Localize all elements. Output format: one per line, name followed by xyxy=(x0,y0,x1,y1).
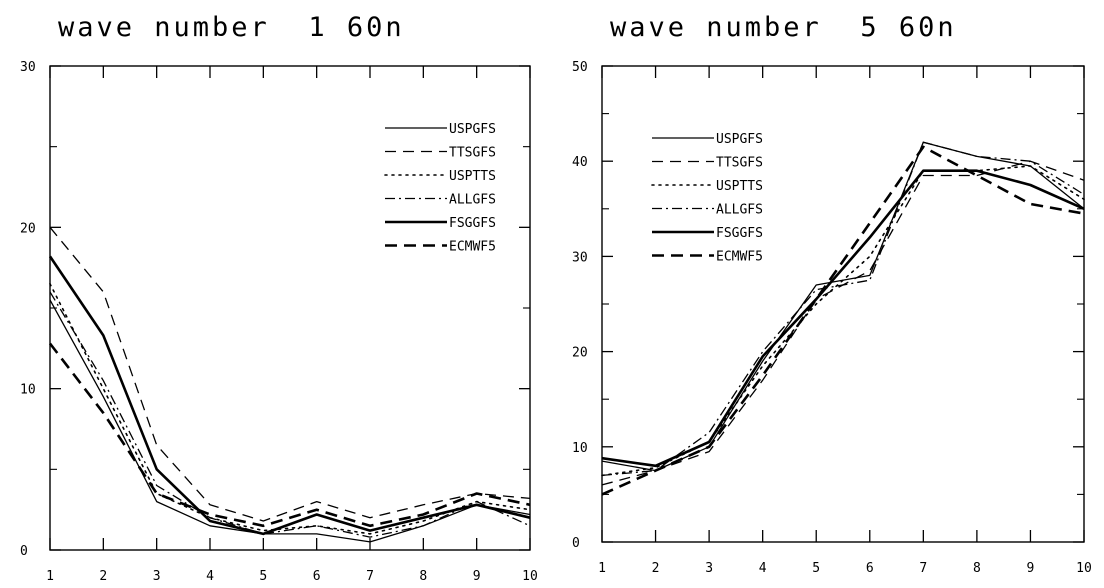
y-tick-label: 10 xyxy=(572,441,588,456)
chart-right: 1 2 3 4 5 6 7 8 9 10 0 10 20 30 40 50 USPGFS TTSGFS USPTTS… xyxy=(572,60,1092,576)
legend-label-uspgfs: USPGFS xyxy=(716,132,763,147)
x-tick-label: 8 xyxy=(419,569,427,584)
x-tick-label: 1 xyxy=(598,561,606,576)
legend-label-allgfs: ALLGFS xyxy=(716,203,763,218)
x-tick-label: 2 xyxy=(99,569,107,584)
x-tick-label: 4 xyxy=(206,569,214,584)
x-tick-label: 4 xyxy=(759,561,767,576)
series-line-allgfs xyxy=(601,141,1085,477)
x-tick-label: 5 xyxy=(259,569,267,584)
x-tick-label: 1 xyxy=(46,569,54,584)
legend-label-usptts: USPTTS xyxy=(716,179,763,194)
y-tick-label: 30 xyxy=(20,60,36,75)
x-tick-label: 10 xyxy=(1076,561,1092,576)
y-tick-label: 20 xyxy=(20,221,36,236)
x-tick-label: 2 xyxy=(652,561,660,576)
series-line-uspgfs xyxy=(601,141,1085,472)
y-tick-label: 10 xyxy=(20,383,36,398)
x-tick-label: 3 xyxy=(705,561,713,576)
y-tick-label: 30 xyxy=(572,250,588,265)
y-tick-label: 20 xyxy=(572,346,588,361)
series-line-allgfs xyxy=(49,291,531,538)
x-tick-label: 6 xyxy=(866,561,874,576)
chart-title-right: wave number 5 60n xyxy=(610,12,957,43)
series-line-ttsgfs xyxy=(601,160,1085,486)
x-tick-label: 7 xyxy=(919,561,927,576)
legend-label-fsggfs: FSGGFS xyxy=(716,226,763,241)
legend-label-allgfs: ALLGFS xyxy=(449,193,496,208)
x-tick-label: 7 xyxy=(366,569,374,584)
series-line-usptts xyxy=(49,282,531,535)
series-line-ecmwf5 xyxy=(601,145,1085,496)
legend-label-fsggfs: FSGGFS xyxy=(449,216,496,231)
legend-label-ecmwf5: ECMWF5 xyxy=(449,240,496,255)
legend-label-usptts: USPTTS xyxy=(449,169,496,184)
chart-left: 1 2 3 4 5 6 7 8 9 10 0 10 20 30 USPGFS TTSGFS USPTTS ALLG… xyxy=(20,60,538,584)
y-tick-label: 50 xyxy=(572,60,588,75)
series-line-ecmwf5 xyxy=(48,342,531,528)
x-tick-label: 9 xyxy=(1027,561,1035,576)
legend-label-ttsgfs: TTSGFS xyxy=(449,146,496,161)
legend-label-ecmwf5: ECMWF5 xyxy=(716,250,763,265)
chart-title-left: wave number 1 60n xyxy=(58,12,405,43)
series-line-usptts xyxy=(601,165,1085,477)
x-tick-label: 3 xyxy=(153,569,161,584)
y-tick-label: 40 xyxy=(572,155,588,170)
x-tick-label: 8 xyxy=(973,561,981,576)
y-tick-label: 0 xyxy=(20,544,28,559)
x-tick-label: 10 xyxy=(522,569,538,584)
plot-frame xyxy=(49,65,531,551)
y-tick-label: 0 xyxy=(572,536,580,551)
x-tick-label: 5 xyxy=(812,561,820,576)
series-line-ttsgfs xyxy=(49,226,531,522)
series-line-fsggfs xyxy=(601,169,1085,468)
x-tick-label: 6 xyxy=(313,569,321,584)
legend-label-ttsgfs: TTSGFS xyxy=(716,156,763,171)
series-line-fsggfs xyxy=(48,255,531,536)
series-line-uspgfs xyxy=(49,299,531,543)
legend-label-uspgfs: USPGFS xyxy=(449,122,496,137)
x-tick-label: 9 xyxy=(473,569,481,584)
